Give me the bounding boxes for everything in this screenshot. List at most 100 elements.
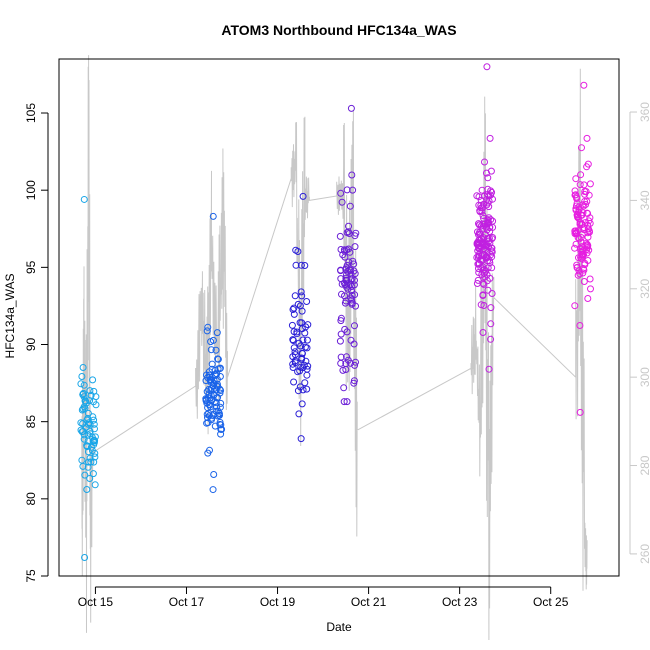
y-tick-label: 85 — [24, 415, 38, 429]
data-point-flight-3 — [302, 323, 310, 331]
data-point-flight-2 — [212, 407, 220, 415]
y2-tick-label: 300 — [638, 367, 650, 387]
y2-tick-label: 280 — [638, 455, 650, 475]
data-point-flight-2 — [204, 449, 212, 457]
data-point-flight-1 — [86, 387, 94, 395]
data-point-flight-3 — [297, 261, 305, 269]
data-point-flight-1 — [85, 458, 92, 466]
data-point-flight-3 — [298, 307, 306, 315]
data-point-flight-1 — [84, 463, 92, 471]
altitude-trace-line — [81, 55, 588, 641]
data-point-flight-6 — [577, 171, 585, 179]
y2-tick-label: 360 — [638, 102, 650, 122]
data-point-flight-5 — [485, 365, 493, 373]
data-point-flight-1 — [79, 420, 87, 428]
data-point-flight-3 — [290, 304, 298, 312]
data-point-flight-2 — [207, 338, 215, 346]
data-point-flight-6 — [576, 220, 584, 228]
data-point-flight-1 — [89, 376, 97, 384]
data-point-flight-6 — [572, 175, 580, 183]
data-point-flight-6 — [571, 244, 579, 252]
data-point-flight-4 — [342, 271, 350, 279]
y2-tick-label: 260 — [638, 544, 650, 564]
data-point-flight-1 — [81, 471, 89, 479]
data-point-flight-4 — [343, 353, 350, 361]
data-point-flight-3 — [290, 344, 298, 352]
data-point-flight-6 — [581, 190, 589, 198]
data-point-flight-6 — [579, 201, 587, 209]
data-point-flight-5 — [479, 292, 487, 299]
data-point-flight-5 — [483, 235, 491, 242]
data-point-flight-6 — [572, 228, 580, 236]
data-point-flight-1 — [79, 391, 87, 398]
data-point-flight-4 — [345, 230, 353, 237]
data-point-flight-5 — [475, 221, 483, 229]
y2-tick-label: 320 — [638, 278, 650, 298]
data-point-flight-5 — [479, 329, 487, 336]
data-point-flight-3 — [297, 288, 305, 296]
data-point-flight-4 — [347, 276, 355, 284]
data-point-flight-3 — [301, 379, 309, 387]
data-point-flight-3 — [298, 292, 306, 300]
x-tick-label: Oct 15 — [78, 595, 114, 609]
data-point-flight-2 — [203, 327, 211, 335]
data-point-flight-1 — [89, 413, 97, 421]
data-point-flight-2 — [213, 382, 221, 390]
data-point-flight-4 — [347, 336, 355, 344]
data-point-flight-4 — [339, 366, 347, 374]
data-point-flight-6 — [580, 266, 588, 274]
data-point-flight-4 — [346, 248, 354, 256]
data-point-flight-3 — [294, 248, 302, 255]
data-point-flight-2 — [213, 403, 221, 411]
data-point-flight-2 — [203, 371, 210, 379]
data-point-flight-6 — [581, 188, 589, 195]
data-point-flight-2 — [205, 390, 213, 398]
data-point-flight-1 — [91, 481, 99, 489]
data-point-flight-2 — [208, 416, 215, 424]
data-point-flight-5 — [484, 219, 492, 227]
data-point-flight-6 — [575, 235, 583, 243]
data-point-flight-3 — [289, 364, 297, 371]
data-point-flight-5 — [484, 199, 492, 207]
data-point-flight-1 — [86, 475, 94, 482]
data-point-flight-4 — [344, 245, 352, 253]
data-point-flight-1 — [90, 420, 98, 428]
data-point-flight-3 — [299, 192, 307, 200]
data-point-flight-3 — [297, 435, 305, 443]
y-tick-label: 105 — [24, 103, 38, 123]
data-point-flight-4 — [352, 229, 360, 237]
y-tick-label: 75 — [24, 569, 38, 583]
x-tick-label: Oct 25 — [533, 595, 569, 609]
data-point-flight-4 — [342, 366, 350, 373]
data-point-flight-3 — [294, 387, 302, 395]
data-point-flight-6 — [576, 181, 584, 189]
data-point-flight-4 — [336, 337, 344, 345]
data-point-flight-3 — [299, 386, 307, 394]
chart-title: ATOM3 Northbound HFC134a_WAS — [221, 22, 456, 38]
data-point-flight-1 — [86, 427, 94, 435]
data-point-flight-5 — [481, 192, 488, 200]
data-point-flight-1 — [83, 443, 91, 451]
data-point-flight-5 — [480, 265, 488, 273]
data-point-flight-1 — [84, 448, 92, 456]
data-point-flight-6 — [579, 269, 587, 277]
data-point-flight-6 — [586, 180, 594, 188]
data-point-flight-2 — [204, 323, 212, 331]
data-point-flight-3 — [301, 262, 309, 269]
x-tick-label: Oct 23 — [442, 595, 478, 609]
data-point-flight-1 — [79, 364, 87, 371]
data-point-flight-3 — [294, 368, 302, 376]
data-point-flight-2 — [202, 397, 210, 405]
data-point-flight-3 — [295, 410, 303, 418]
data-point-flight-3 — [291, 292, 299, 300]
data-point-flight-2 — [210, 471, 218, 478]
data-point-flight-6 — [582, 201, 590, 208]
data-point-flight-1 — [83, 486, 91, 493]
data-point-flight-6 — [573, 261, 581, 269]
data-point-flight-6 — [580, 181, 588, 189]
y-tick-label: 95 — [24, 260, 38, 274]
data-point-flight-4 — [345, 222, 352, 230]
data-point-flight-4 — [338, 198, 346, 206]
data-point-flight-6 — [576, 408, 584, 416]
